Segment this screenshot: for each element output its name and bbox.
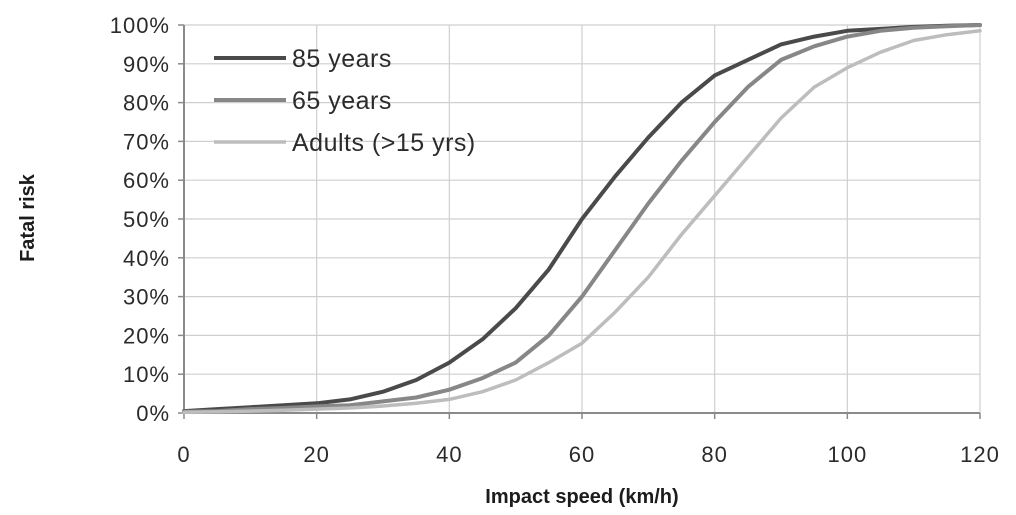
series-line-3	[182, 29, 982, 414]
x-tick-label: 20	[303, 442, 329, 467]
y-tick-label: 100%	[110, 13, 170, 38]
y-axis-title: Fatal risk	[17, 173, 39, 262]
y-tick-label: 30%	[123, 285, 170, 310]
y-tick-labels: 0% 10% 20% 30% 40% 50% 60% 70% 80% 90% 100%	[110, 13, 170, 426]
series-line-2	[182, 23, 982, 414]
x-tick-label: 80	[701, 442, 727, 467]
y-tick-label: 90%	[123, 52, 170, 77]
legend: 85 years 65 years Adults (>15 yrs)	[214, 45, 476, 157]
x-tick-label: 40	[436, 442, 462, 467]
y-tick-label: 60%	[123, 168, 170, 193]
x-tick-labels: 0 20 40 60 80 100 120	[177, 442, 1000, 467]
x-tick-label: 100	[827, 442, 867, 467]
axes	[178, 24, 981, 419]
series-lines	[182, 23, 982, 414]
x-axis-title: Impact speed (km/h)	[485, 486, 678, 508]
x-tick-label: 60	[569, 442, 595, 467]
y-tick-label: 70%	[123, 129, 170, 154]
x-tick-label: 120	[960, 442, 1000, 467]
y-tick-label: 40%	[123, 246, 170, 271]
x-tick-label: 0	[177, 442, 190, 467]
legend-label-3: Adults (>15 yrs)	[292, 129, 476, 157]
y-tick-label: 80%	[123, 91, 170, 116]
legend-label-1: 85 years	[292, 45, 392, 73]
series-line-1	[182, 23, 982, 414]
y-tick-label: 0%	[136, 401, 170, 426]
legend-label-2: 65 years	[292, 87, 392, 115]
y-tick-label: 20%	[123, 323, 170, 348]
y-tick-label: 50%	[123, 207, 170, 232]
y-tick-label: 10%	[123, 362, 170, 387]
